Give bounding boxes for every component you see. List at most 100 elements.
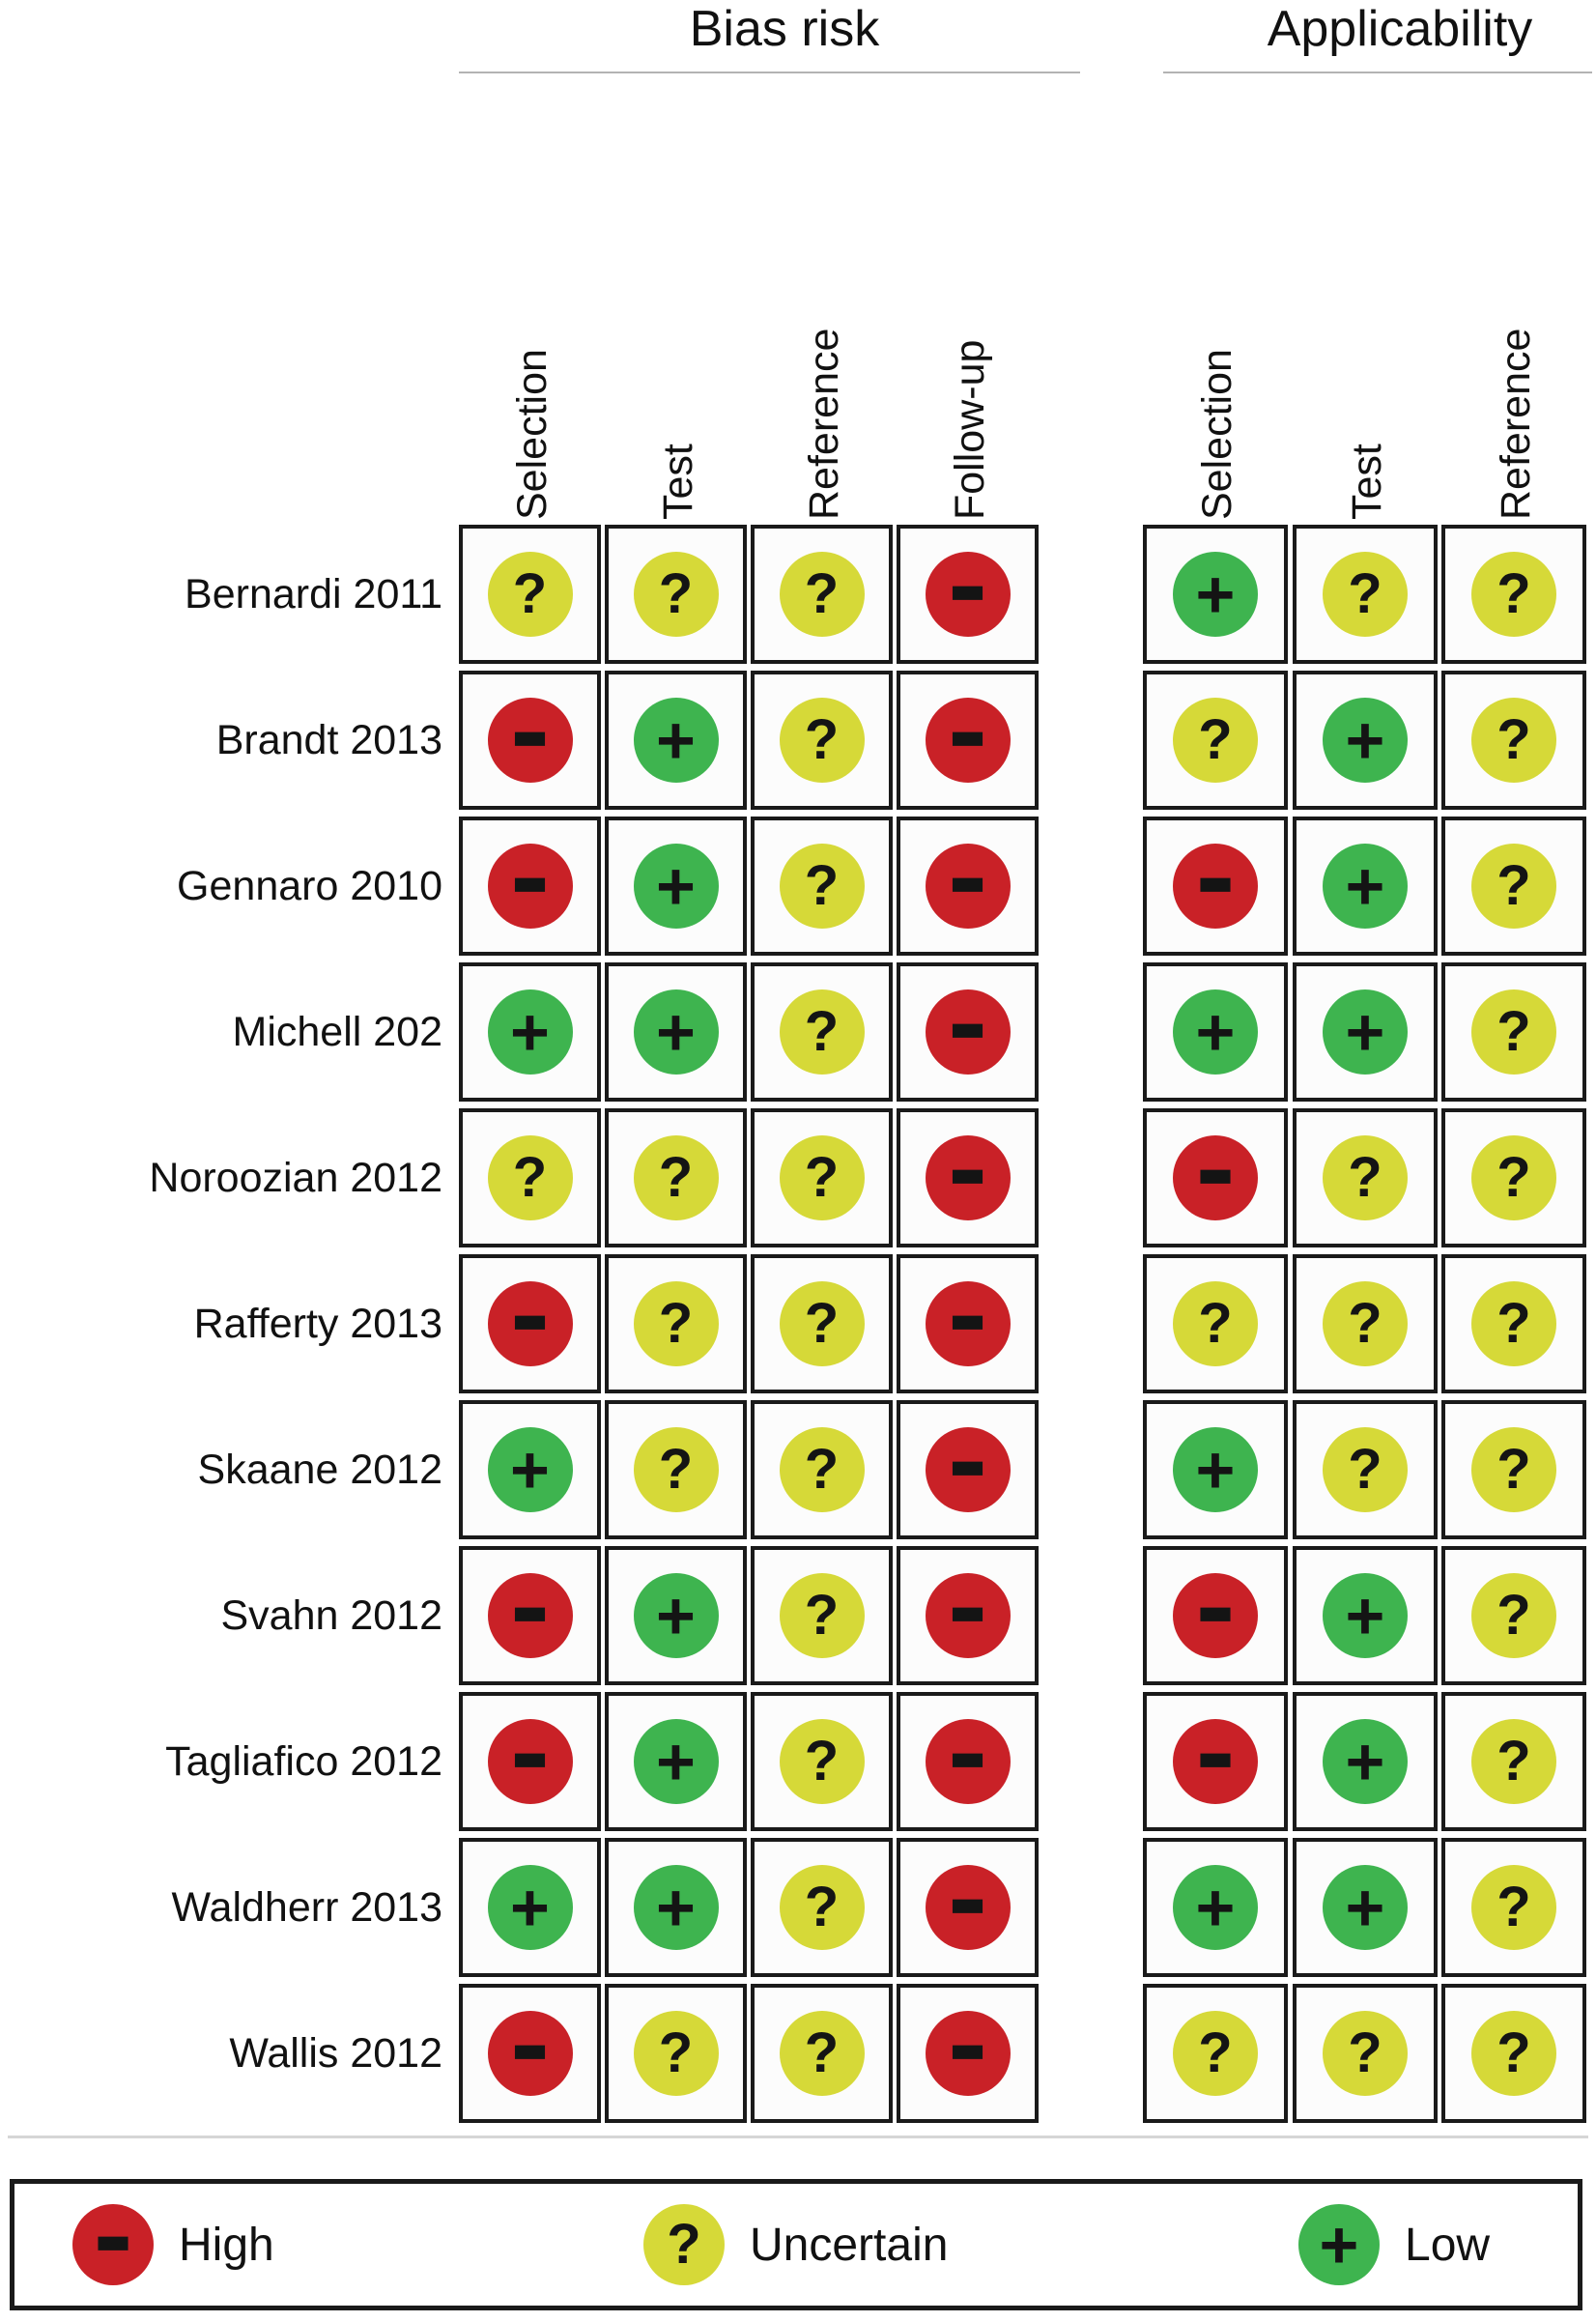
study-row: Svahn 2012− +? − − +? [0, 1546, 1596, 1692]
status-circle-high: − [925, 1698, 1011, 1823]
status-symbol-uncertain: ? [1496, 1292, 1531, 1355]
status-symbol-uncertain: ? [1496, 1730, 1531, 1792]
status-symbol-high: − [1197, 1106, 1234, 1247]
status-symbol-high: − [512, 1544, 548, 1685]
study-row: Bernardi 2011??? − +?? [0, 525, 1596, 671]
status-circle-uncertain: ? [779, 1865, 865, 1950]
status-symbol-high: − [950, 1252, 985, 1393]
cell-bias-1: + [605, 1692, 747, 1831]
status-symbol-low: + [510, 994, 550, 1070]
study-label: Waldherr 2013 [171, 1883, 442, 1931]
status-circle-uncertain: ? [779, 1135, 865, 1220]
cell-applicability-2: ? [1441, 1254, 1586, 1393]
status-symbol-uncertain: ? [804, 1000, 840, 1063]
cell-bias-0: + [459, 1400, 601, 1539]
status-circle-uncertain: ? [633, 2011, 719, 2096]
status-symbol-uncertain: ? [512, 562, 548, 625]
status-circle-uncertain: ? [779, 1573, 865, 1658]
status-circle-uncertain: ? [1323, 1427, 1408, 1512]
study-label: Wallis 2012 [229, 2029, 442, 2077]
cell-applicability-1: + [1293, 671, 1438, 810]
cell-bias-2: ? [751, 1546, 893, 1685]
status-circle-low: + [633, 989, 719, 1075]
status-circle-high: − [487, 1260, 573, 1386]
status-circle-uncertain: ? [633, 1281, 719, 1366]
status-symbol-uncertain: ? [1496, 1584, 1531, 1647]
cell-applicability-1: ? [1293, 1108, 1438, 1247]
status-symbol-low: + [1195, 557, 1236, 632]
legend-item-low: + Low [1298, 2184, 1490, 2306]
status-symbol-low: + [656, 1724, 696, 1799]
status-symbol-uncertain: ? [658, 1292, 694, 1355]
status-symbol-uncertain: ? [804, 1292, 840, 1355]
status-symbol-uncertain: ? [1496, 854, 1531, 917]
status-symbol-low: + [1345, 1870, 1385, 1945]
status-circle-low: + [487, 1865, 573, 1950]
status-symbol-uncertain: ? [1198, 1292, 1233, 1355]
status-circle-high: − [925, 822, 1011, 948]
study-row: Rafferty 2013−?? −??? [0, 1254, 1596, 1400]
status-symbol-low: + [1345, 994, 1385, 1070]
status-symbol-uncertain: ? [804, 1876, 840, 1938]
status-circle-uncertain: ? [1471, 1135, 1556, 1220]
status-circle-uncertain: ? [1471, 1427, 1556, 1512]
cell-applicability-2: ? [1441, 1400, 1586, 1539]
status-circle-uncertain: ? [1323, 1135, 1408, 1220]
status-circle-low: + [1173, 1865, 1258, 1950]
cell-applicability-1: ? [1293, 1984, 1438, 2123]
study-row: Noroozian 2012??? − −?? [0, 1108, 1596, 1254]
cell-bias-2: ? [751, 671, 893, 810]
status-circle-high: − [487, 1698, 573, 1823]
status-symbol-low: + [1345, 1724, 1385, 1799]
cell-applicability-1: + [1293, 1546, 1438, 1685]
bias-risk-title: Bias risk [689, 1, 880, 57]
status-circle-high: − [925, 1552, 1011, 1677]
status-circle-low: + [633, 1865, 719, 1950]
cell-applicability-1: ? [1293, 525, 1438, 664]
study-label: Michell 202 [232, 1008, 443, 1055]
status-circle-low: + [1173, 552, 1258, 637]
cell-bias-0: − [459, 1546, 601, 1685]
status-symbol-uncertain: ? [1348, 1292, 1382, 1355]
cell-applicability-0: ? [1143, 1984, 1288, 2123]
status-symbol-high: − [950, 1982, 985, 2123]
status-circle-uncertain: ? [1323, 552, 1408, 637]
cell-bias-3: − [897, 1546, 1039, 1685]
status-symbol-uncertain: ? [1496, 1146, 1531, 1209]
status-symbol-low: + [510, 1870, 550, 1945]
cell-bias-0: − [459, 1254, 601, 1393]
status-symbol-high: − [1197, 1690, 1234, 1831]
status-symbol-uncertain: ? [512, 1146, 548, 1209]
status-circle-uncertain: ? [1471, 552, 1556, 637]
cell-bias-0: − [459, 671, 601, 810]
status-circle-uncertain: ? [1471, 1719, 1556, 1804]
status-symbol-high: − [512, 815, 548, 956]
cell-bias-3: − [897, 1254, 1039, 1393]
status-circle-uncertain: ? [1471, 698, 1556, 783]
cell-applicability-1: + [1293, 817, 1438, 956]
status-circle-uncertain: ? [779, 2011, 865, 2096]
cell-applicability-2: ? [1441, 525, 1586, 664]
cell-applicability-2: ? [1441, 1838, 1586, 1977]
status-circle-low: + [1323, 844, 1408, 929]
status-circle-high: − [487, 1552, 573, 1677]
status-circle-low: + [1173, 1427, 1258, 1512]
cell-applicability-0: + [1143, 525, 1288, 664]
status-circle-high: − [925, 1844, 1011, 1969]
column-header-applicability-test: Test [1344, 444, 1390, 520]
status-circle-uncertain: ? [1173, 698, 1258, 783]
cell-bias-3: − [897, 817, 1039, 956]
cell-applicability-2: ? [1441, 1108, 1586, 1247]
study-row: Gennaro 2010− +? − − +? [0, 817, 1596, 962]
status-symbol-uncertain: ? [1496, 1000, 1531, 1063]
status-symbol-uncertain: ? [658, 1438, 694, 1501]
legend-circle-high: − [72, 2181, 154, 2307]
cell-bias-1: + [605, 962, 747, 1102]
cell-applicability-2: ? [1441, 1692, 1586, 1831]
status-symbol-uncertain: ? [804, 854, 840, 917]
cell-applicability-2: ? [1441, 1984, 1586, 2123]
status-symbol-uncertain: ? [804, 562, 840, 625]
status-symbol-uncertain: ? [804, 708, 840, 771]
status-circle-uncertain: ? [1173, 2011, 1258, 2096]
cell-bias-3: − [897, 1838, 1039, 1977]
